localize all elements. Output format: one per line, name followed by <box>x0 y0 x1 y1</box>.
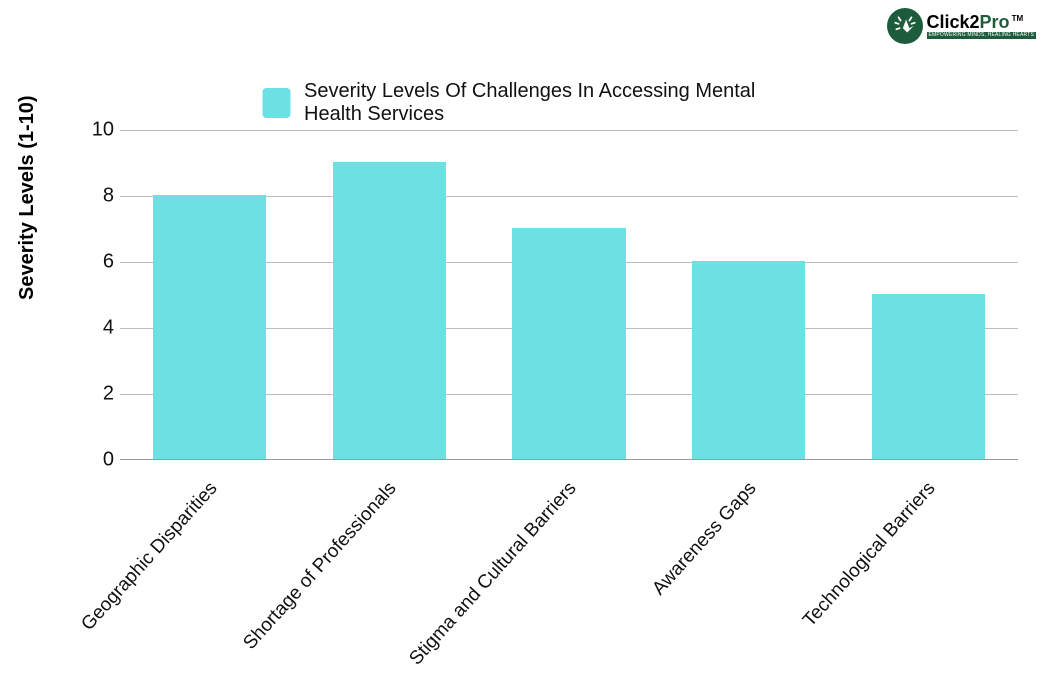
logo-text: Click2ProTM EMPOWERING MINDS, HEALING HE… <box>927 13 1037 39</box>
grid-line <box>120 130 1018 131</box>
y-tick-label: 6 <box>78 251 114 274</box>
legend-swatch <box>263 88 291 118</box>
legend-label: Severity Levels Of Challenges In Accessi… <box>304 80 787 126</box>
bar <box>512 228 625 459</box>
x-tick-label: Stigma and Cultural Barriers <box>405 478 581 670</box>
logo-digit: 2 <box>970 12 980 32</box>
bar <box>333 162 446 459</box>
logo-wordmark: Click2ProTM <box>927 13 1037 31</box>
chart-legend: Severity Levels Of Challenges In Accessi… <box>263 80 788 126</box>
bar-chart: 0246810Geographic DisparitiesShortage of… <box>78 130 1018 470</box>
x-tick-label: Geographic Disparities <box>77 478 222 636</box>
y-axis-title: Severity Levels (1-10) <box>16 95 39 300</box>
y-tick-label: 4 <box>78 317 114 340</box>
x-tick-label: Shortage of Professionals <box>240 478 402 654</box>
logo-prefix: Click <box>927 12 970 32</box>
logo-tagline: EMPOWERING MINDS, HEALING HEARTS <box>927 32 1037 39</box>
plot-area <box>120 130 1018 460</box>
logo-suffix: Pro <box>980 12 1010 32</box>
x-tick-label: Technological Barriers <box>799 478 940 632</box>
y-tick-label: 2 <box>78 383 114 406</box>
y-tick-label: 0 <box>78 449 114 472</box>
trademark-symbol: TM <box>1012 14 1024 23</box>
x-tick-label: Awareness Gaps <box>648 478 761 600</box>
bar <box>153 195 266 459</box>
cursor-burst-icon <box>892 13 918 39</box>
y-tick-label: 10 <box>78 119 114 142</box>
bar <box>692 261 805 459</box>
bar <box>872 294 985 459</box>
brand-logo: Click2ProTM EMPOWERING MINDS, HEALING HE… <box>887 8 1037 44</box>
y-tick-label: 8 <box>78 185 114 208</box>
logo-mark-icon <box>887 8 923 44</box>
